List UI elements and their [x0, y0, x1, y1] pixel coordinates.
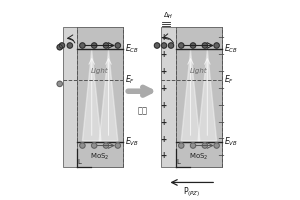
Text: $E_F$: $E_F$ — [224, 74, 234, 86]
Polygon shape — [198, 50, 217, 141]
Text: +: + — [160, 84, 167, 93]
Text: −: − — [217, 118, 224, 127]
Text: +: + — [160, 101, 167, 110]
Text: $E_{VB}$: $E_{VB}$ — [125, 136, 139, 148]
Circle shape — [80, 143, 85, 148]
Text: −: − — [217, 84, 224, 93]
Text: +: + — [160, 33, 167, 42]
Circle shape — [57, 81, 62, 87]
Text: 超声: 超声 — [137, 106, 147, 115]
Text: L: L — [177, 159, 181, 165]
Circle shape — [202, 43, 208, 48]
Text: +: + — [160, 118, 167, 127]
Circle shape — [214, 143, 219, 148]
Text: +: + — [160, 135, 167, 144]
Circle shape — [178, 43, 184, 48]
Bar — [77, 27, 123, 167]
Text: −: − — [217, 67, 224, 76]
Circle shape — [190, 143, 196, 148]
Text: $E_F$: $E_F$ — [125, 74, 135, 86]
Text: Light: Light — [91, 68, 109, 74]
Circle shape — [92, 43, 97, 48]
Text: −: − — [217, 33, 224, 42]
Text: +: + — [160, 50, 167, 59]
Circle shape — [202, 143, 208, 148]
Text: +: + — [160, 67, 167, 76]
Text: $E_{CB}$: $E_{CB}$ — [125, 43, 139, 55]
Bar — [63, 27, 123, 167]
Text: L: L — [78, 159, 82, 165]
Text: MoS$_2$: MoS$_2$ — [90, 151, 110, 162]
Text: MoS$_2$: MoS$_2$ — [189, 151, 209, 162]
Bar — [176, 27, 222, 167]
Circle shape — [67, 43, 73, 48]
Circle shape — [154, 43, 160, 48]
Text: −: − — [217, 135, 224, 144]
Polygon shape — [82, 50, 101, 141]
Text: −: − — [217, 101, 224, 110]
Polygon shape — [181, 50, 200, 141]
Circle shape — [178, 143, 184, 148]
Bar — [161, 27, 222, 167]
Text: Light: Light — [190, 68, 208, 74]
Text: +: + — [160, 151, 167, 160]
Text: −: − — [217, 50, 224, 59]
Circle shape — [92, 143, 97, 148]
Circle shape — [168, 43, 174, 48]
Text: −: − — [217, 151, 224, 160]
Circle shape — [59, 43, 64, 48]
Polygon shape — [99, 50, 118, 141]
Circle shape — [115, 43, 121, 48]
Circle shape — [103, 143, 109, 148]
Circle shape — [161, 43, 167, 48]
Circle shape — [57, 45, 62, 50]
Circle shape — [103, 43, 109, 48]
Circle shape — [214, 43, 219, 48]
Text: P$_{(PZ)}$: P$_{(PZ)}$ — [183, 185, 200, 199]
Circle shape — [115, 143, 121, 148]
Text: $\Delta_H$: $\Delta_H$ — [163, 11, 174, 21]
Text: $E_{CB}$: $E_{CB}$ — [224, 43, 238, 55]
Circle shape — [190, 43, 196, 48]
Circle shape — [80, 43, 85, 48]
Text: $E_{VB}$: $E_{VB}$ — [224, 136, 238, 148]
